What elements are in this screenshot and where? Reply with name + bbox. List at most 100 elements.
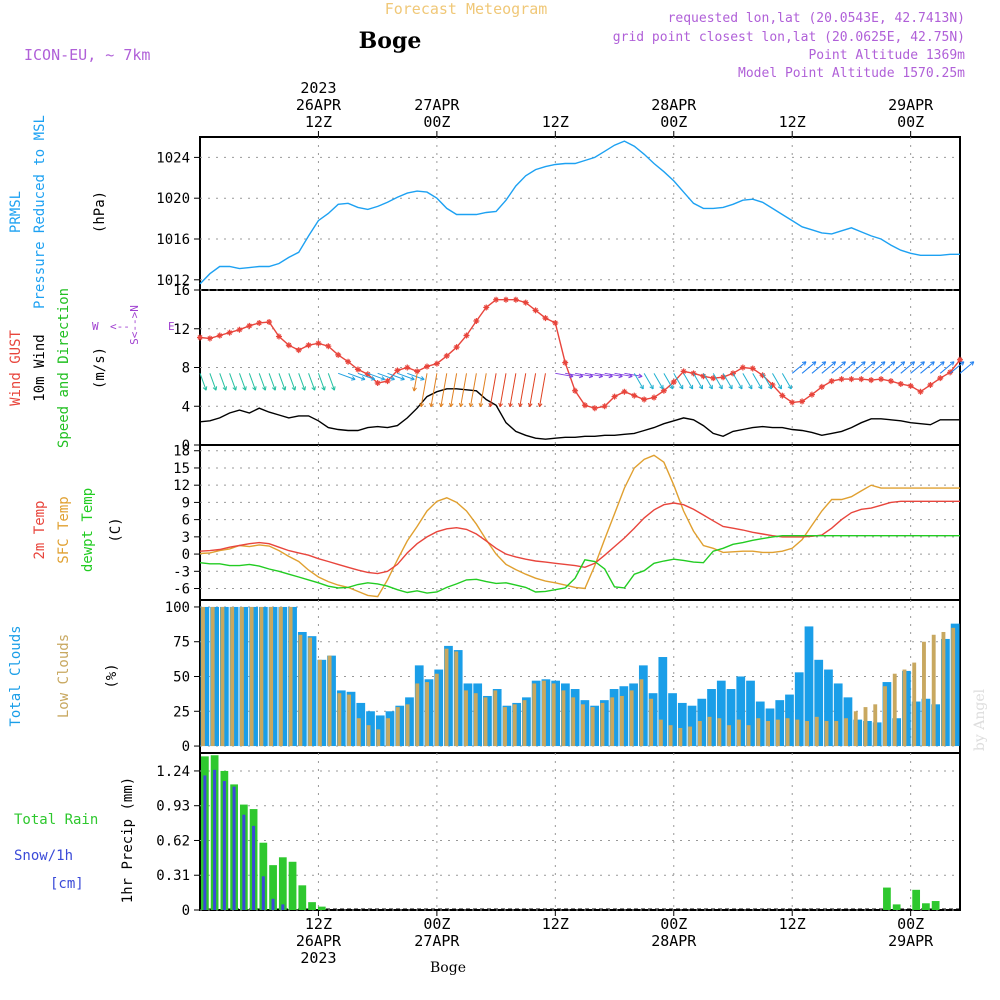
- total-cloud-bar: [716, 680, 726, 747]
- low-cloud-bar: [532, 683, 537, 747]
- wind-arrow-head: [831, 361, 837, 366]
- wind-direction-arrow: [712, 373, 723, 390]
- low-cloud-bar: [629, 690, 634, 747]
- low-cloud-bar: [239, 606, 244, 747]
- rain-bar: [288, 861, 297, 910]
- gust-marker: [611, 393, 618, 400]
- y-tick-label: 0.62: [156, 833, 190, 849]
- low-cloud-bar: [473, 693, 478, 747]
- wind-arrow-head: [419, 402, 424, 408]
- top-time-label: 27APR: [414, 96, 460, 114]
- wind-arrow-head: [400, 376, 405, 381]
- wind-arrow-head: [659, 384, 664, 390]
- gust-marker: [216, 332, 223, 339]
- wind-arrow-head: [212, 386, 218, 391]
- wind-direction-arrow: [801, 361, 817, 374]
- wind-direction-arrow: [633, 373, 644, 390]
- bottom-time-label: 12Z: [779, 915, 806, 933]
- wind-direction-arrow: [377, 372, 395, 380]
- wind-arrow-head: [688, 384, 694, 390]
- low-cloud-bar: [561, 690, 566, 747]
- watermark: by Angel: [972, 688, 988, 751]
- gust-label: Wind GUST: [8, 330, 24, 406]
- t2m-line: [199, 500, 960, 575]
- gust-marker: [818, 383, 825, 390]
- total-cloud-bar: [658, 657, 668, 747]
- snow-bar: [242, 814, 246, 910]
- low-cloud-bar: [356, 718, 361, 747]
- pressure-panel: 1012 1016 1020 1024: [156, 136, 961, 291]
- top-time-label: 00Z: [423, 113, 450, 131]
- y-tick-label: 0: [182, 438, 190, 454]
- wind-arrow-head: [360, 376, 366, 381]
- gust-marker: [394, 367, 401, 374]
- y-tick-label: 9: [182, 495, 190, 511]
- gust-marker: [641, 396, 648, 403]
- total-cloud-bar: [814, 659, 824, 747]
- precip-panel: 0 0.31 0.62 0.93 1.24: [156, 752, 961, 919]
- wind-direction-arrow: [860, 361, 876, 374]
- y-tick-label: 4: [182, 399, 190, 415]
- low-cloud-bar: [512, 704, 517, 747]
- total-cloud-bar: [843, 697, 853, 747]
- low-cloud-bar: [317, 659, 322, 747]
- wind-arrow-head: [351, 376, 356, 381]
- wind-direction-arrow: [308, 373, 316, 391]
- y-tick-label: 12: [173, 478, 190, 494]
- wind-direction-arrow: [298, 373, 306, 391]
- low-cloud-bar: [503, 707, 507, 747]
- snow-bar: [203, 775, 207, 910]
- low-cloud-bar: [395, 707, 400, 747]
- gust-marker: [295, 347, 302, 354]
- y-tick-label: 0: [182, 547, 190, 563]
- gust-marker: [364, 371, 371, 378]
- gust-marker: [759, 372, 766, 379]
- wind-arrow-head: [801, 361, 807, 366]
- gust-marker: [542, 315, 549, 322]
- total-cloud-bar: [755, 701, 765, 747]
- gust-marker: [957, 356, 963, 363]
- wind-arrow-head: [242, 386, 247, 391]
- low-cloud-bar: [883, 686, 887, 747]
- low-cloud-bar: [600, 702, 605, 747]
- wind-direction-arrow: [529, 373, 537, 407]
- gust-marker: [710, 375, 717, 382]
- total-cloud-bar: [746, 680, 755, 747]
- low-cloud-bar: [269, 606, 274, 747]
- low-cloud-bar: [210, 606, 215, 747]
- y-tick-label: 0.31: [156, 868, 190, 884]
- low-cloud-bar: [298, 634, 303, 747]
- wind-arrow-head: [458, 402, 464, 408]
- wind-arrow-head: [728, 384, 733, 390]
- wind-direction-arrow: [604, 372, 623, 377]
- clouds-panel: 0 25 50 75 100: [165, 599, 961, 755]
- wind-direction-arrow: [910, 361, 925, 374]
- low-cloud-bar: [902, 669, 907, 747]
- total-cloud-bar: [726, 689, 736, 747]
- total-cloud-bar: [638, 665, 648, 747]
- snow-bar: [252, 825, 256, 910]
- wind-arrow-head: [638, 373, 643, 379]
- gust-marker: [651, 394, 658, 401]
- wind-arrow-head: [281, 386, 287, 391]
- gust-marker: [660, 387, 667, 394]
- low-cloud-bar: [483, 697, 488, 747]
- y-tick-label: 25: [173, 704, 190, 720]
- low-cloud-bar: [610, 697, 615, 747]
- wind-arrow-head: [777, 384, 782, 390]
- gust-marker: [858, 376, 865, 383]
- compass-ns: S<-->N: [128, 305, 141, 345]
- low-cloud-bar: [805, 721, 809, 747]
- low-cloud-bar: [386, 718, 390, 747]
- gust-marker: [384, 378, 391, 385]
- rain-bar: [317, 906, 326, 910]
- gust-marker: [591, 405, 598, 412]
- y-tick-label: 12: [173, 322, 190, 338]
- top-time-label: 12Z: [779, 113, 806, 131]
- snow-label: Snow/1h: [14, 848, 73, 864]
- low-cloud-bar: [464, 690, 468, 747]
- gust-marker: [483, 304, 490, 311]
- y-tick-label: -3: [173, 564, 190, 580]
- pressure-unit-label: (hPa): [92, 191, 108, 233]
